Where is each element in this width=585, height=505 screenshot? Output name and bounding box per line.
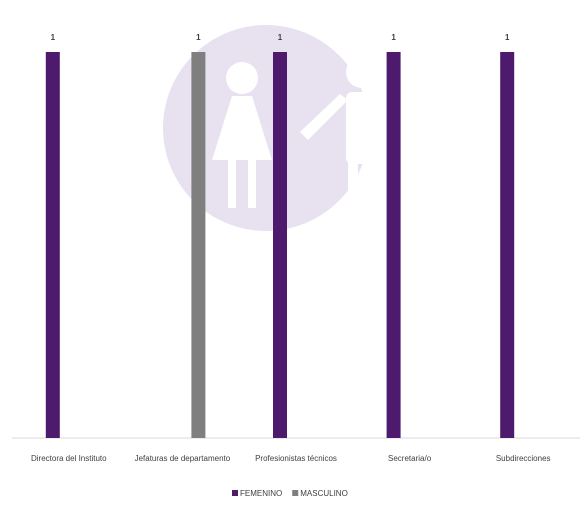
watermark-figures [212, 56, 378, 212]
data-label: 1 [51, 33, 56, 42]
legend-label: MASCULINO [300, 489, 348, 498]
x-tick-label: Jefaturas de departamento [134, 454, 231, 463]
watermark-circle [163, 25, 369, 231]
data-label: 1 [391, 33, 396, 42]
x-tick-label: Profesionistas técnicos [255, 454, 337, 463]
bar [191, 52, 206, 438]
bar [386, 52, 401, 438]
bar [500, 52, 515, 438]
legend-label: FEMENINO [240, 489, 282, 498]
bar [273, 52, 287, 438]
x-tick-label: Subdirecciones [495, 454, 551, 463]
watermark [163, 25, 378, 231]
data-label: 1 [278, 33, 283, 42]
x-tick-label: Secretaria/o [388, 454, 432, 463]
legend-swatch [292, 490, 299, 496]
legend-swatch [232, 490, 238, 496]
data-label: 1 [196, 33, 201, 42]
bar [45, 52, 60, 438]
x-tick-label: Directora del Instituto [31, 454, 107, 463]
data-label: 1 [505, 33, 510, 42]
legend: FEMENINO MASCULINO [232, 489, 348, 498]
